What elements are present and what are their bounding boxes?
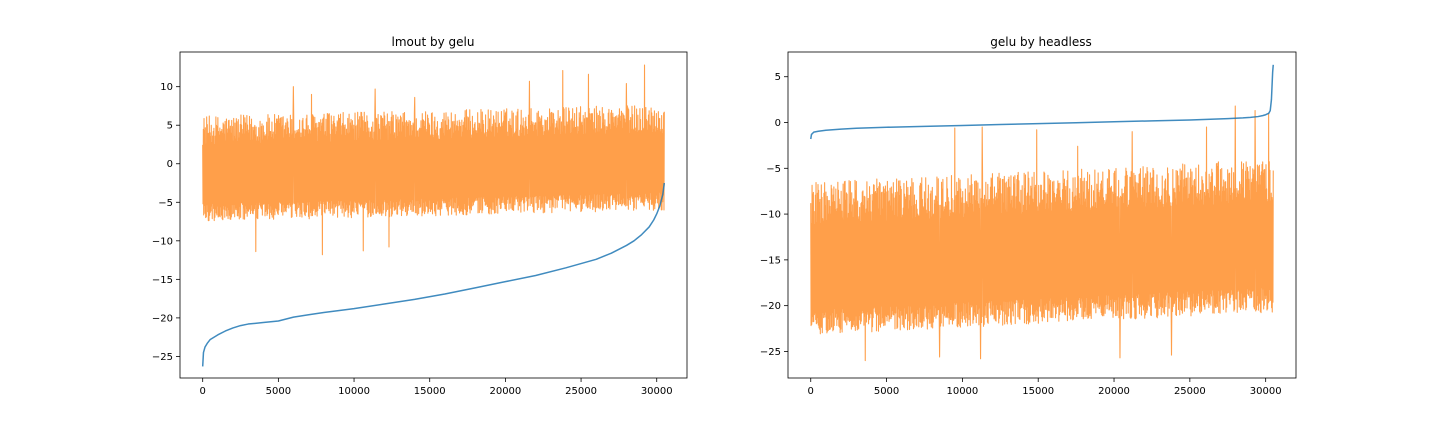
- y-axis: −25 −20 −15 −10 −5 0 5 10: [152, 82, 180, 363]
- y-tick-label: −10: [760, 210, 781, 221]
- y-tick-label: 5: [775, 72, 781, 83]
- x-tick-label: 10000: [338, 386, 370, 397]
- x-tick-label: 20000: [1098, 386, 1130, 397]
- y-tick-label: −25: [152, 352, 173, 363]
- chart-title: lmout by gelu: [392, 35, 475, 49]
- x-tick-label: 5000: [266, 386, 291, 397]
- y-tick-label: −15: [152, 275, 173, 286]
- x-tick-label: 25000: [565, 386, 597, 397]
- x-tick-label: 25000: [1174, 386, 1206, 397]
- x-tick-label: 15000: [414, 386, 446, 397]
- x-tick-label: 0: [200, 386, 206, 397]
- y-tick-label: −15: [760, 255, 781, 266]
- y-tick-label: 0: [167, 159, 173, 170]
- y-tick-label: −20: [152, 313, 173, 324]
- x-tick-label: 10000: [946, 386, 978, 397]
- y-tick-label: −20: [760, 301, 781, 312]
- series-line-gelu: [202, 64, 665, 256]
- x-tick-label: 5000: [874, 386, 899, 397]
- plot-area: [810, 64, 1274, 362]
- series-line-gelu-sorted: [810, 64, 1274, 140]
- y-axis: −25 −20 −15 −10 −5 0 5: [760, 72, 788, 358]
- series-line-lmout-sorted: [201, 182, 666, 367]
- axes-frame: [179, 51, 688, 379]
- x-axis: 0 5000 10000 15000 20000 25000 30000: [200, 378, 673, 397]
- y-tick-label: 5: [167, 121, 173, 132]
- plot-area: [201, 64, 666, 367]
- chart-gelu-by-headless: gelu by headless 0 5000 10000 15000 20000 250…: [760, 35, 1297, 397]
- x-tick-label: 30000: [641, 386, 673, 397]
- y-tick-label: −25: [760, 347, 781, 358]
- y-tick-label: −5: [158, 198, 173, 209]
- x-tick-label: 0: [808, 386, 814, 397]
- y-tick-label: 0: [775, 118, 781, 129]
- y-tick-label: −5: [766, 164, 781, 175]
- x-tick-label: 15000: [1022, 386, 1054, 397]
- x-axis: 0 5000 10000 15000 20000 25000 30000: [808, 378, 1282, 397]
- y-tick-label: −10: [152, 236, 173, 247]
- series-line-headless: [810, 105, 1274, 362]
- y-tick-label: 10: [160, 82, 173, 93]
- axes-frame: [787, 51, 1297, 379]
- chart-lmout-by-gelu: lmout by gelu 0 5000 10000 15000 20000 25000 3…: [152, 35, 688, 397]
- x-tick-label: 20000: [489, 386, 521, 397]
- x-tick-label: 30000: [1250, 386, 1282, 397]
- chart-title: gelu by headless: [990, 35, 1091, 49]
